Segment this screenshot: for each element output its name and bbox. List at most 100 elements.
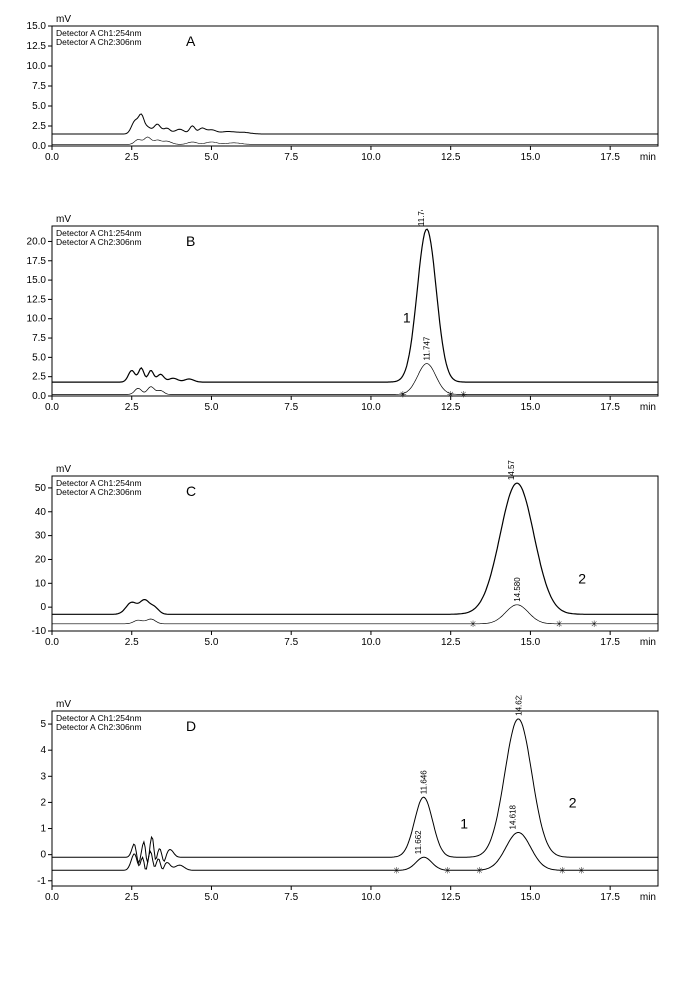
x-tick-label: 0.0 xyxy=(45,637,59,648)
y-tick-label: 30 xyxy=(35,531,47,542)
y-tick-label: 0.0 xyxy=(32,391,46,402)
x-tick-label: 15.0 xyxy=(521,152,541,163)
retention-time-label: 11.646 xyxy=(420,770,429,794)
retention-time-label: 14.579 xyxy=(507,460,516,480)
trace-ch2 xyxy=(52,137,658,144)
trace-ch1 xyxy=(52,229,658,382)
y-axis-unit: mV xyxy=(56,214,71,225)
x-tick-label: 5.0 xyxy=(205,402,219,413)
peak-number-label: 2 xyxy=(569,795,577,811)
x-tick-label: 15.0 xyxy=(521,637,541,648)
chart-svg: -10123450.02.55.07.510.012.515.017.5minm… xyxy=(10,695,670,910)
x-tick-label: 2.5 xyxy=(125,152,139,163)
y-tick-label: 5.0 xyxy=(32,101,46,112)
baseline-marker: ✳ xyxy=(444,865,452,875)
y-tick-label: 3 xyxy=(40,771,46,782)
x-tick-label: 12.5 xyxy=(441,892,461,903)
y-tick-label: 5.0 xyxy=(32,352,46,363)
y-axis-unit: mV xyxy=(56,14,71,25)
baseline-marker: ✳ xyxy=(476,865,484,875)
baseline-marker: ✳ xyxy=(555,619,563,629)
x-tick-label: 10.0 xyxy=(361,637,381,648)
peak-number-label: 1 xyxy=(403,310,411,326)
baseline-marker: ✳ xyxy=(559,865,567,875)
retention-time-label: 14.580 xyxy=(513,577,522,602)
trace-ch1 xyxy=(52,114,658,134)
x-tick-label: 12.5 xyxy=(441,402,461,413)
peak-number-label: 2 xyxy=(578,570,586,586)
panel-label: B xyxy=(186,233,195,249)
chromatogram-panel-C: -10010203040500.02.55.07.510.012.515.017… xyxy=(10,460,692,655)
detector-label: Detector A Ch2:306nm xyxy=(56,722,142,732)
x-axis-unit: min xyxy=(640,892,656,903)
chromatogram-panel-D: -10123450.02.55.07.510.012.515.017.5minm… xyxy=(10,695,692,910)
x-tick-label: 12.5 xyxy=(441,637,461,648)
x-tick-label: 7.5 xyxy=(284,637,298,648)
y-tick-label: 15.0 xyxy=(27,21,47,32)
y-tick-label: 12.5 xyxy=(27,294,47,305)
x-tick-label: 10.0 xyxy=(361,402,381,413)
y-axis-unit: mV xyxy=(56,464,71,475)
panel-label: C xyxy=(186,483,196,499)
y-tick-label: 50 xyxy=(35,483,47,494)
y-tick-label: 20.0 xyxy=(27,236,47,247)
x-tick-label: 0.0 xyxy=(45,152,59,163)
y-tick-label: 2 xyxy=(40,797,46,808)
y-tick-label: 10.0 xyxy=(27,61,47,72)
x-tick-label: 5.0 xyxy=(205,637,219,648)
baseline-marker: ✳ xyxy=(578,865,586,875)
peak-number-label: 1 xyxy=(460,816,468,832)
x-tick-label: 17.5 xyxy=(600,892,620,903)
retention-time-label: 11.662 xyxy=(414,830,423,854)
panel-label: A xyxy=(186,33,196,49)
y-tick-label: 1 xyxy=(40,824,46,835)
x-tick-label: 7.5 xyxy=(284,402,298,413)
y-tick-label: 0.0 xyxy=(32,141,46,152)
x-tick-label: 17.5 xyxy=(600,152,620,163)
chromatogram-panel-B: 0.02.55.07.510.012.515.017.520.00.02.55.… xyxy=(10,210,692,420)
retention-time-label: 11.748 xyxy=(417,210,426,226)
detector-label: Detector A Ch2:306nm xyxy=(56,487,142,497)
x-tick-label: 10.0 xyxy=(361,892,381,903)
baseline-marker: ✳ xyxy=(393,865,401,875)
chromatogram-panel-A: 0.02.55.07.510.012.515.00.02.55.07.510.0… xyxy=(10,10,692,170)
x-tick-label: 17.5 xyxy=(600,402,620,413)
chart-svg: 0.02.55.07.510.012.515.017.520.00.02.55.… xyxy=(10,210,670,420)
trace-ch2 xyxy=(52,364,658,395)
y-tick-label: 15.0 xyxy=(27,275,47,286)
retention-time-label: 14.622 xyxy=(514,695,523,716)
x-axis-unit: min xyxy=(640,637,656,648)
retention-time-label: 11.747 xyxy=(423,336,432,360)
y-tick-label: 2.5 xyxy=(32,372,46,383)
y-tick-label: 12.5 xyxy=(27,41,47,52)
x-tick-label: 7.5 xyxy=(284,892,298,903)
y-tick-label: 0 xyxy=(40,850,46,861)
x-tick-label: 5.0 xyxy=(205,892,219,903)
y-tick-label: 5 xyxy=(40,719,46,730)
x-tick-label: 17.5 xyxy=(600,637,620,648)
baseline-marker: ✳ xyxy=(460,389,468,399)
panel-label: D xyxy=(186,718,196,734)
x-axis-unit: min xyxy=(640,152,656,163)
y-tick-label: 7.5 xyxy=(32,81,46,92)
y-tick-label: 17.5 xyxy=(27,256,47,267)
x-tick-label: 15.0 xyxy=(521,892,541,903)
x-tick-label: 0.0 xyxy=(45,402,59,413)
trace-ch1 xyxy=(52,483,658,614)
y-tick-label: 4 xyxy=(40,745,46,756)
x-tick-label: 2.5 xyxy=(125,637,139,648)
baseline-marker: ✳ xyxy=(469,619,477,629)
y-tick-label: 10.0 xyxy=(27,314,47,325)
x-tick-label: 10.0 xyxy=(361,152,381,163)
chart-svg: 0.02.55.07.510.012.515.00.02.55.07.510.0… xyxy=(10,10,670,170)
chart-svg: -10010203040500.02.55.07.510.012.515.017… xyxy=(10,460,670,655)
x-tick-label: 5.0 xyxy=(205,152,219,163)
y-axis-unit: mV xyxy=(56,699,71,710)
x-tick-label: 12.5 xyxy=(441,152,461,163)
y-tick-label: -10 xyxy=(32,626,47,637)
y-tick-label: 20 xyxy=(35,554,47,565)
x-tick-label: 0.0 xyxy=(45,892,59,903)
y-tick-label: 0 xyxy=(40,602,46,613)
x-tick-label: 15.0 xyxy=(521,402,541,413)
detector-label: Detector A Ch2:306nm xyxy=(56,237,142,247)
